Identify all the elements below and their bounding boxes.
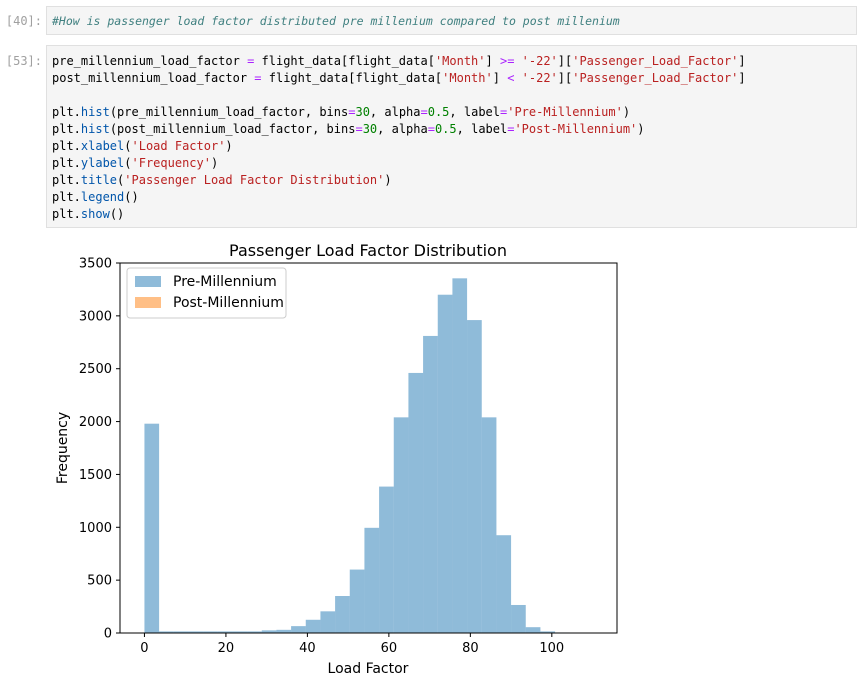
histogram-bar <box>159 631 174 633</box>
x-tick-label: 0 <box>140 641 148 656</box>
histogram-chart: Passenger Load Factor Distribution 0 20 40… <box>55 241 618 677</box>
histogram-bar <box>525 627 541 633</box>
histogram-bar <box>496 535 512 633</box>
y-axis-ticks: 0 500 1000 1500 2000 2500 3000 3500 <box>79 257 120 642</box>
histogram-bar <box>276 629 292 633</box>
code-line: plt.title('Passenger Load Factor Distrib… <box>52 173 392 187</box>
code-line: plt.xlabel('Load Factor') <box>52 139 233 153</box>
plot-frame <box>119 262 618 634</box>
histogram-bar <box>437 294 453 633</box>
code-line: plt.hist(pre_millennium_load_factor, bin… <box>52 105 631 119</box>
bars-group <box>144 278 585 633</box>
code-editor[interactable]: #How is passenger load factor distribute… <box>46 6 857 35</box>
cell-prompt: [40]: <box>5 14 42 28</box>
code-editor[interactable]: pre_millennium_load_factor = flight_data… <box>46 45 857 228</box>
histogram-bar <box>217 631 233 633</box>
histogram-bar <box>232 631 248 633</box>
histogram-bar <box>320 611 336 633</box>
histogram-bar <box>467 320 482 633</box>
histogram-bar <box>481 417 497 633</box>
histogram-bar <box>364 527 380 633</box>
y-tick-label: 0 <box>104 627 112 642</box>
histogram-bar <box>261 630 277 633</box>
histogram-bar <box>203 631 218 633</box>
notebook-cell-40[interactable]: [40]: #How is passenger load factor dist… <box>0 6 857 36</box>
code-line: plt.ylabel('Frequency') <box>52 156 219 170</box>
cell-prompt: [53]: <box>5 54 42 68</box>
legend-swatch <box>135 297 161 308</box>
code-line: plt.show() <box>52 207 125 221</box>
x-tick-label: 40 <box>299 641 316 656</box>
code-comment-line: #How is passenger load factor distribute… <box>52 14 620 28</box>
y-tick-label: 500 <box>87 574 112 589</box>
x-axis-label: Load Factor <box>328 661 409 677</box>
histogram-bar <box>349 569 365 633</box>
legend-swatch <box>135 276 161 287</box>
histogram-bar <box>247 631 262 633</box>
code-line: plt.hist(post_millennium_load_factor, bi… <box>52 122 645 136</box>
y-axis-label: Frequency <box>55 412 71 484</box>
y-tick-label: 2000 <box>79 415 112 430</box>
histogram-bar <box>305 619 321 633</box>
code-line: pre_millennium_load_factor = flight_data… <box>52 54 746 68</box>
y-tick-label: 2500 <box>79 362 112 377</box>
x-tick-label: 20 <box>218 641 235 656</box>
histogram-bar <box>511 604 526 633</box>
legend-label: Pre-Millennium <box>173 274 277 290</box>
legend-label: Post-Millennium <box>173 295 284 311</box>
chart-legend: Pre-Millennium Post-Millennium <box>126 267 287 319</box>
y-tick-label: 1000 <box>79 521 112 536</box>
histogram-bar <box>144 423 160 633</box>
histogram-bar <box>452 278 468 633</box>
histogram-bar <box>291 626 306 633</box>
x-tick-label: 100 <box>539 641 564 656</box>
histogram-bar <box>335 596 350 633</box>
histogram-bar <box>540 631 556 633</box>
code-line: plt.legend() <box>52 190 139 204</box>
y-tick-label: 3500 <box>79 257 112 272</box>
histogram-bar <box>423 335 438 633</box>
notebook-cell-53[interactable]: [53]: pre_millennium_load_factor = fligh… <box>0 45 857 228</box>
code-line: post_millennium_load_factor = flight_dat… <box>52 71 746 85</box>
x-axis-ticks: 0 20 40 60 80 100 <box>140 633 564 656</box>
histogram-bar <box>379 486 394 633</box>
y-tick-label: 1500 <box>79 468 112 483</box>
chart-title: Passenger Load Factor Distribution <box>229 241 507 260</box>
x-tick-label: 60 <box>381 641 398 656</box>
y-tick-label: 3000 <box>79 309 112 324</box>
histogram-bar <box>188 631 204 633</box>
histogram-bar <box>408 372 424 633</box>
histogram-bar <box>173 631 189 633</box>
legend-frame <box>126 267 287 319</box>
x-tick-label: 80 <box>462 641 479 656</box>
histogram-bar <box>393 417 409 633</box>
